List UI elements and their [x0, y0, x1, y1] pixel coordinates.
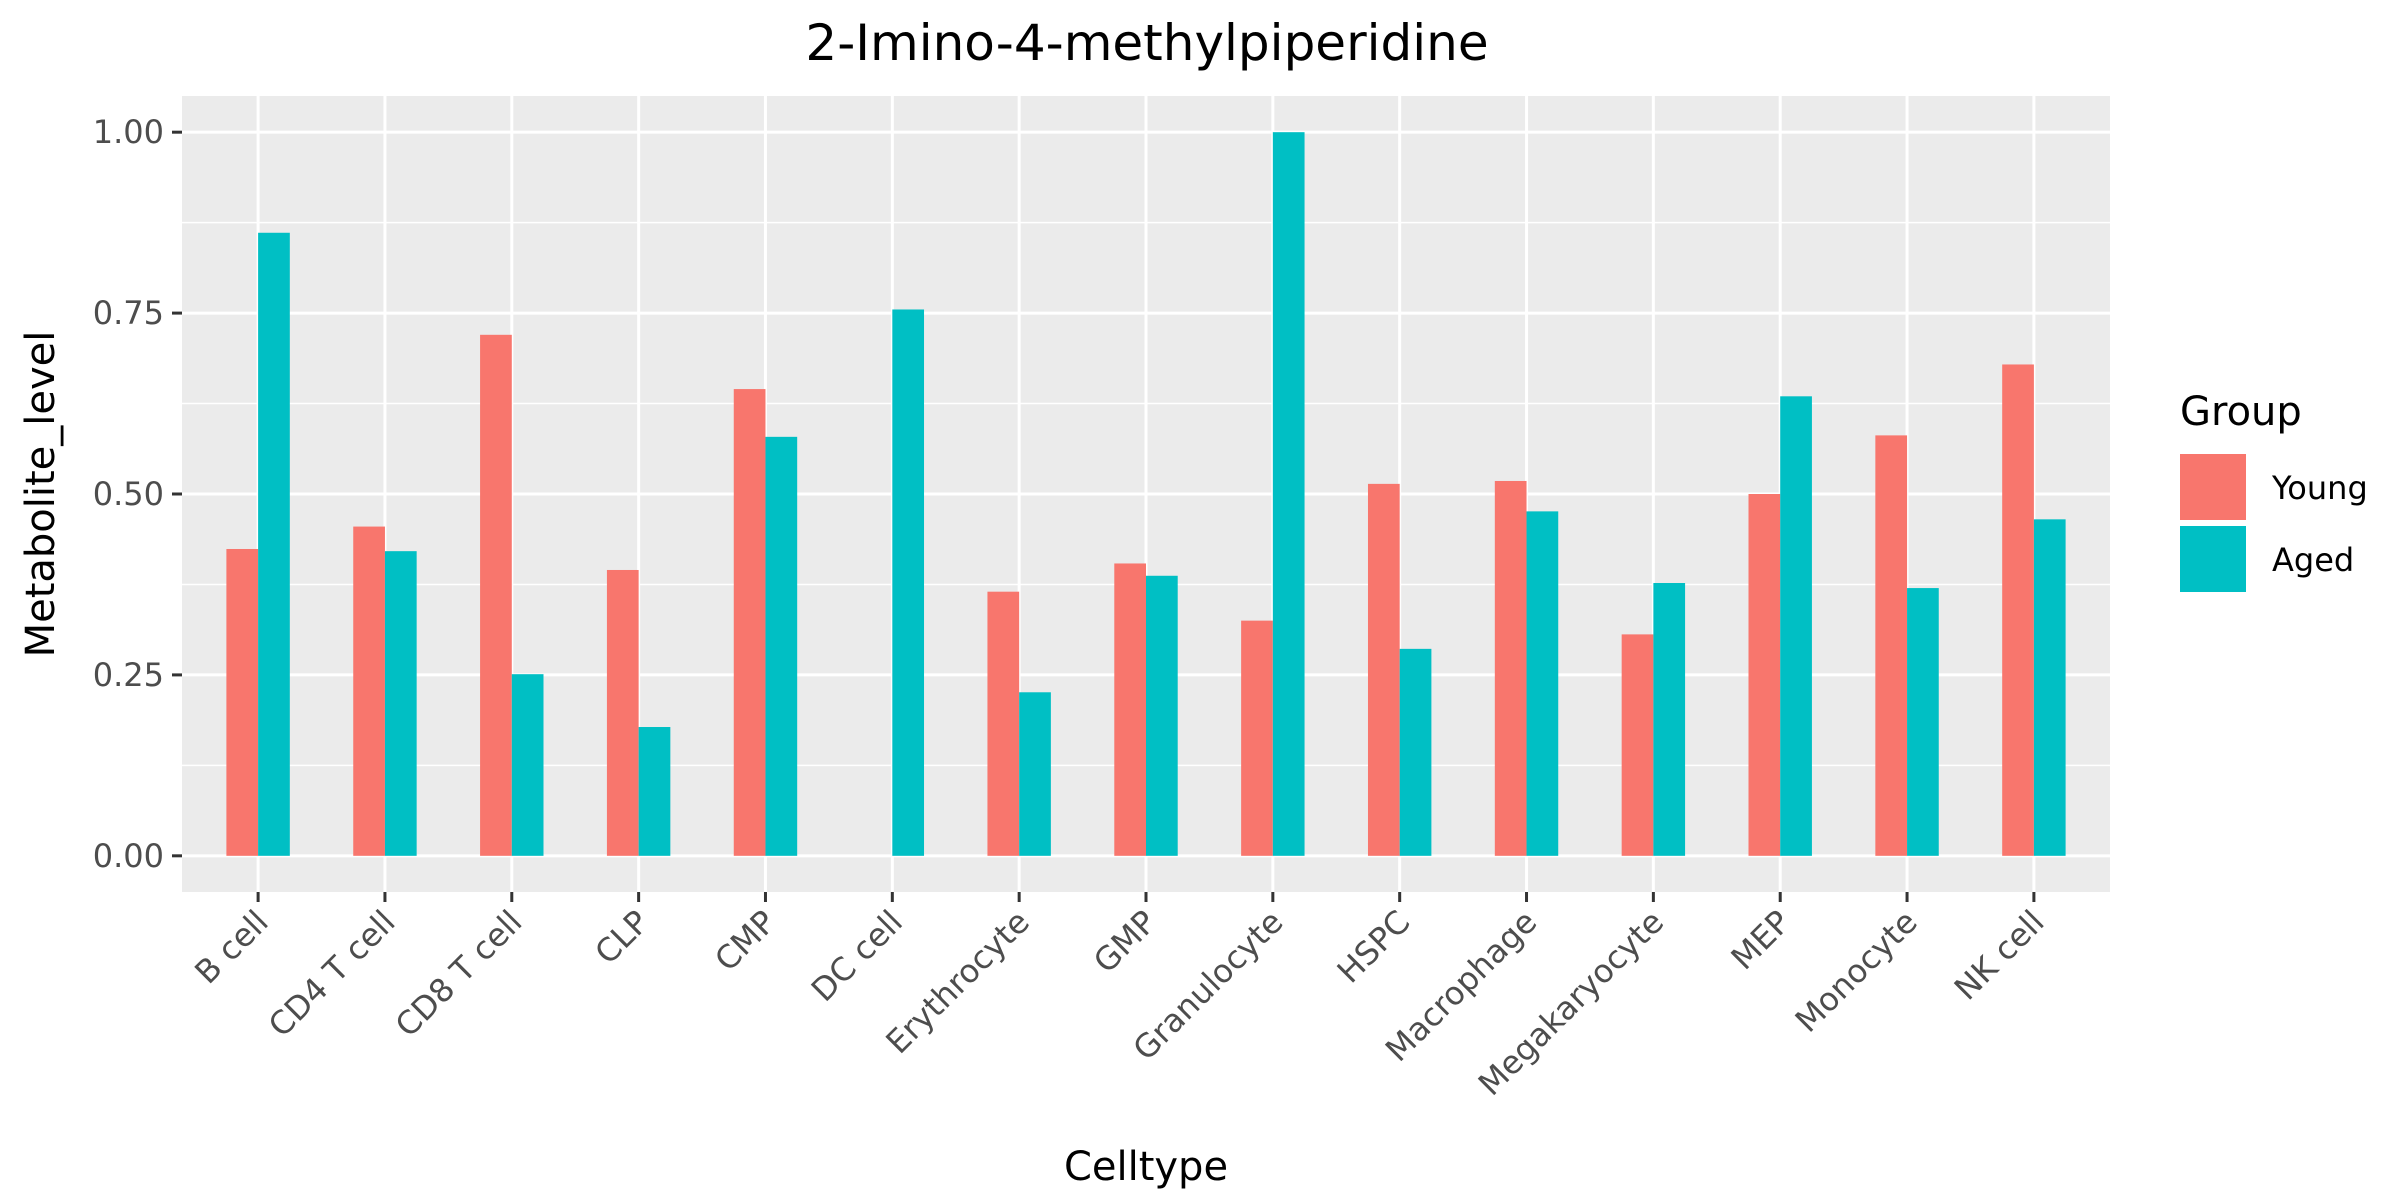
- y-tick-label: 0.25: [93, 656, 164, 694]
- bar-aged: [1780, 396, 1812, 856]
- bar-young: [987, 591, 1020, 856]
- x-tick-label: B cell: [187, 903, 276, 992]
- bar-aged: [1272, 132, 1305, 856]
- bar-young: [226, 548, 259, 856]
- x-tick-label: CD8 T cell: [388, 903, 530, 1045]
- bar-young: [353, 526, 385, 856]
- bar-aged: [258, 232, 290, 856]
- y-tick-label: 1.00: [93, 113, 164, 151]
- legend: Group Young Aged: [2180, 389, 2368, 592]
- bar-aged: [638, 727, 671, 856]
- y-axis-title: Metabolite_level: [18, 331, 64, 658]
- x-axis-title: Celltype: [1064, 1144, 1228, 1190]
- y-tick-label: 0.50: [93, 475, 164, 513]
- x-tick-label: MEP: [1724, 903, 1798, 977]
- bar-young: [2002, 364, 2034, 856]
- chart-title: 2-Imino-4-methylpiperidine: [805, 14, 1488, 72]
- bar-young: [1367, 483, 1400, 856]
- bar-young: [1875, 435, 1908, 856]
- bar-young: [1494, 480, 1527, 856]
- y-tick-label: 0.00: [93, 837, 164, 875]
- bar-aged: [384, 551, 417, 856]
- bar-young: [606, 569, 639, 856]
- bar-aged: [1653, 583, 1686, 856]
- bar-aged: [765, 436, 798, 856]
- x-tick-label: DC cell: [804, 903, 910, 1009]
- bar-aged: [511, 674, 544, 856]
- x-tick-label: CD4 T cell: [261, 903, 403, 1045]
- bar-young: [1748, 494, 1781, 856]
- bar-aged: [1526, 511, 1559, 856]
- y-tick-label: 0.75: [93, 294, 164, 332]
- x-tick-label: NK cell: [1947, 903, 2052, 1008]
- bar-young: [1114, 563, 1146, 856]
- bars: [226, 132, 2066, 856]
- legend-label-aged: Aged: [2272, 541, 2354, 579]
- bar-aged: [1019, 692, 1051, 856]
- bar-aged: [1907, 588, 1939, 856]
- x-tick-label: HSPC: [1330, 903, 1418, 991]
- bar-aged: [892, 309, 925, 856]
- legend-title: Group: [2180, 389, 2302, 435]
- bar-aged: [2033, 519, 2066, 856]
- y-axis: 0.00 0.25 0.50 0.75 1.00: [93, 113, 182, 875]
- x-tick-label: GMP: [1086, 903, 1164, 981]
- legend-key-young: [2180, 454, 2246, 520]
- bar-aged: [1399, 648, 1432, 856]
- x-tick-label: CLP: [587, 903, 656, 972]
- bar-young: [1621, 634, 1654, 856]
- x-tick-label: CMP: [707, 903, 783, 979]
- bar-young: [1241, 620, 1273, 856]
- x-tick-label: Monocyte: [1788, 903, 1925, 1040]
- legend-key-aged: [2180, 526, 2246, 592]
- bar-young: [480, 334, 512, 856]
- bar-aged: [1146, 575, 1178, 856]
- legend-label-young: Young: [2271, 469, 2368, 507]
- bar-young: [733, 389, 766, 856]
